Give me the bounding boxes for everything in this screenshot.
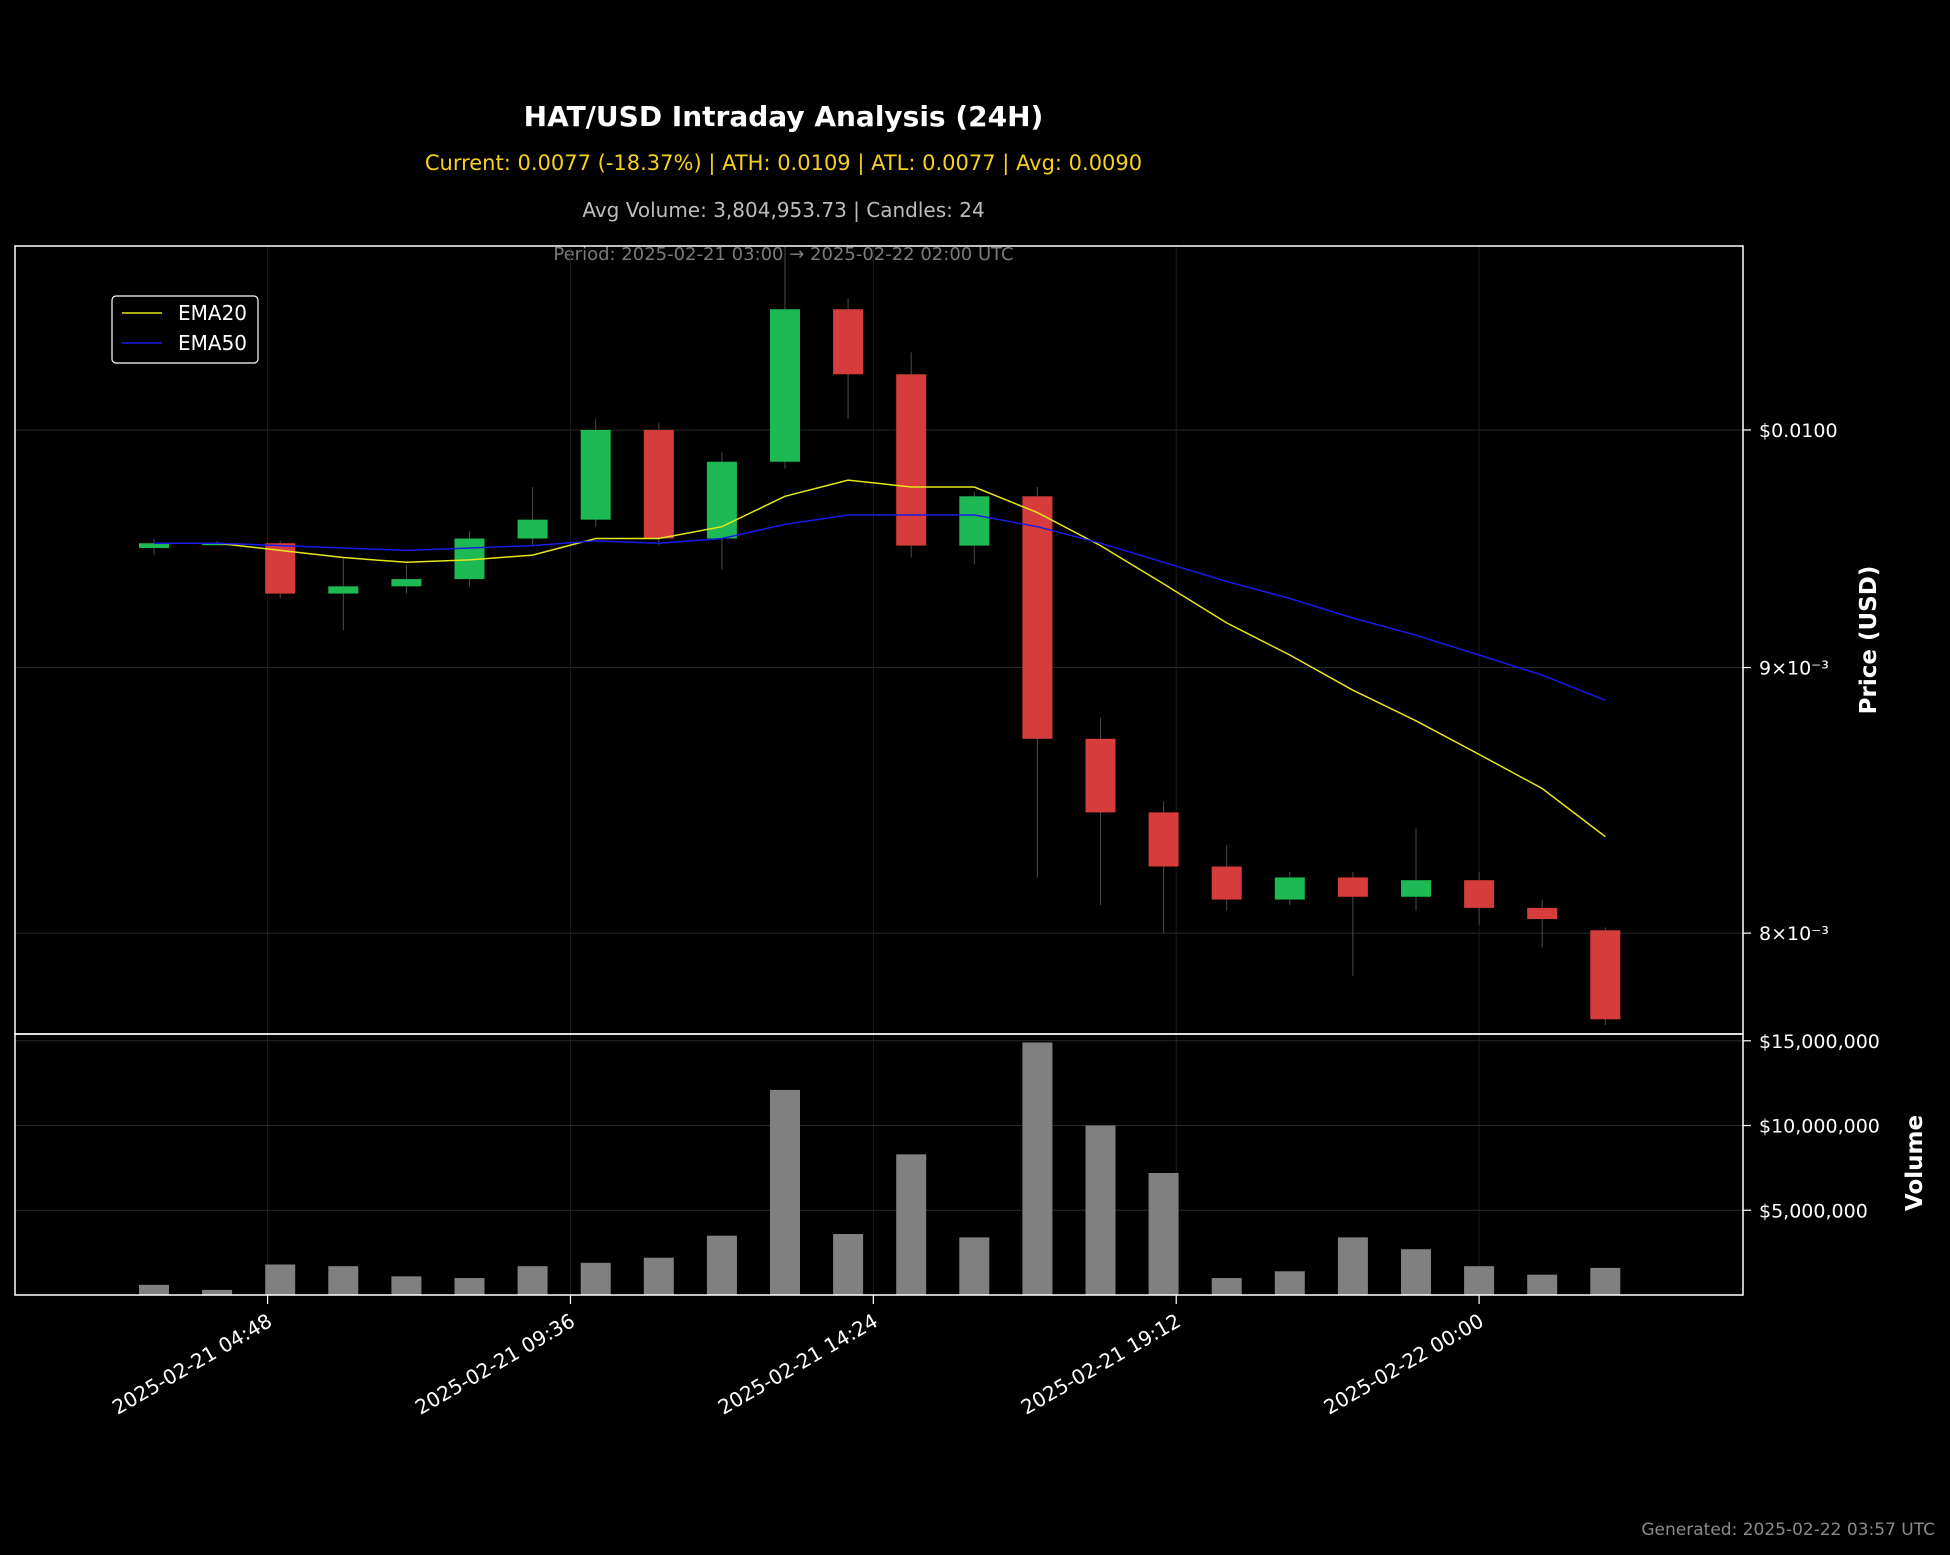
volume-bar bbox=[1148, 1172, 1179, 1295]
candle-body-up bbox=[580, 429, 611, 520]
volume-gridlines bbox=[15, 1034, 1743, 1295]
x-tick-label: 2025-02-21 04:48 bbox=[108, 1309, 276, 1420]
period-line: Period: 2025-02-21 03:00 → 2025-02-22 02… bbox=[553, 244, 1014, 265]
volume-bar bbox=[1022, 1042, 1053, 1295]
legend: EMA20 EMA50 bbox=[111, 295, 259, 364]
candle-body-down bbox=[1590, 930, 1621, 1020]
candle-body-up bbox=[328, 586, 359, 594]
candlesticks bbox=[139, 246, 1621, 1026]
volume-y-axis: $15,000,000 $10,000,000 $5,000,000 bbox=[1743, 1031, 1880, 1222]
volume-bar bbox=[1274, 1271, 1305, 1295]
candle-body-down bbox=[1527, 907, 1558, 920]
volume-bar bbox=[1590, 1267, 1621, 1295]
price-panel-frame bbox=[14, 245, 1744, 1035]
volume-bars bbox=[139, 1042, 1621, 1295]
volume-bar bbox=[391, 1276, 422, 1295]
volume-bar bbox=[139, 1284, 169, 1295]
volume-bar bbox=[833, 1233, 864, 1295]
volume-bar bbox=[1401, 1249, 1431, 1295]
volume-bar bbox=[1337, 1237, 1368, 1295]
candle-body-up bbox=[959, 496, 990, 546]
candle-body-down bbox=[1085, 738, 1116, 813]
candle-body-down bbox=[833, 309, 864, 375]
candle-body-up bbox=[1401, 880, 1431, 897]
price-axis-label: Price (USD) bbox=[1856, 566, 1882, 715]
x-tick-label: 2025-02-21 14:24 bbox=[714, 1309, 882, 1420]
volume-bar bbox=[202, 1289, 233, 1295]
price-tick-label: 8×10⁻³ bbox=[1759, 923, 1829, 945]
generated-timestamp: Generated: 2025-02-22 03:57 UTC bbox=[1641, 1520, 1935, 1540]
volume-bar bbox=[1085, 1125, 1116, 1295]
ema50-line bbox=[154, 514, 1606, 701]
price-tick-label: 9×10⁻³ bbox=[1759, 658, 1829, 680]
volume-bar bbox=[1211, 1278, 1242, 1295]
price-y-axis: $0.0100 9×10⁻³ 8×10⁻³ bbox=[1743, 420, 1838, 945]
volume-bar bbox=[959, 1237, 990, 1295]
x-axis: 2025-02-21 04:48 2025-02-21 09:36 2025-02-… bbox=[108, 1295, 1488, 1419]
candle-body-up bbox=[391, 579, 422, 587]
price-tick-label: $0.0100 bbox=[1759, 420, 1838, 442]
volume-bar bbox=[1527, 1274, 1558, 1295]
candle-body-up bbox=[770, 309, 800, 462]
volume-axis-label: Volume bbox=[1902, 1115, 1928, 1211]
candle-body-down bbox=[1464, 880, 1495, 908]
volume-bar bbox=[706, 1235, 737, 1295]
volume-bar bbox=[265, 1264, 296, 1295]
volume-bar bbox=[896, 1154, 927, 1295]
candle-body-down bbox=[1337, 877, 1368, 897]
volume-bar bbox=[580, 1262, 611, 1295]
x-tick-label: 2025-02-22 00:00 bbox=[1320, 1309, 1488, 1420]
volume-bar bbox=[454, 1278, 485, 1295]
volume-panel-frame bbox=[14, 1033, 1744, 1296]
candle-body-down bbox=[1211, 866, 1242, 900]
volume-tick-label: $10,000,000 bbox=[1759, 1116, 1880, 1138]
legend-ema20-label: EMA20 bbox=[178, 301, 247, 325]
volume-bar bbox=[1464, 1266, 1495, 1295]
candle-body-up bbox=[517, 519, 548, 539]
candle-body-up bbox=[706, 461, 737, 539]
candle-body-down bbox=[896, 374, 927, 546]
volume-bar bbox=[328, 1266, 359, 1295]
volume-bar bbox=[517, 1266, 548, 1295]
volume-tick-label: $15,000,000 bbox=[1759, 1031, 1880, 1053]
legend-ema50-label: EMA50 bbox=[178, 331, 247, 355]
volume-stats-line: Avg Volume: 3,804,953.73 | Candles: 24 bbox=[582, 198, 985, 222]
price-stats-line: Current: 0.0077 (-18.37%) | ATH: 0.0109 … bbox=[424, 151, 1143, 175]
candle-body-up bbox=[1274, 877, 1305, 900]
ema-lines bbox=[154, 479, 1606, 838]
chart-title: HAT/USD Intraday Analysis (24H) bbox=[523, 100, 1044, 133]
ema20-line bbox=[154, 479, 1606, 838]
x-tick-label: 2025-02-21 09:36 bbox=[411, 1309, 579, 1420]
price-gridlines bbox=[15, 246, 1743, 1034]
candle-body-down bbox=[1022, 496, 1053, 739]
volume-bar bbox=[770, 1089, 800, 1295]
candle-body-down bbox=[643, 429, 674, 539]
candle-body-up bbox=[202, 543, 233, 546]
x-tick-label: 2025-02-21 19:12 bbox=[1017, 1309, 1185, 1420]
volume-bar bbox=[643, 1257, 674, 1295]
volume-tick-label: $5,000,000 bbox=[1759, 1200, 1868, 1222]
candle-body-up bbox=[139, 543, 169, 548]
candle-body-down bbox=[1148, 812, 1179, 867]
